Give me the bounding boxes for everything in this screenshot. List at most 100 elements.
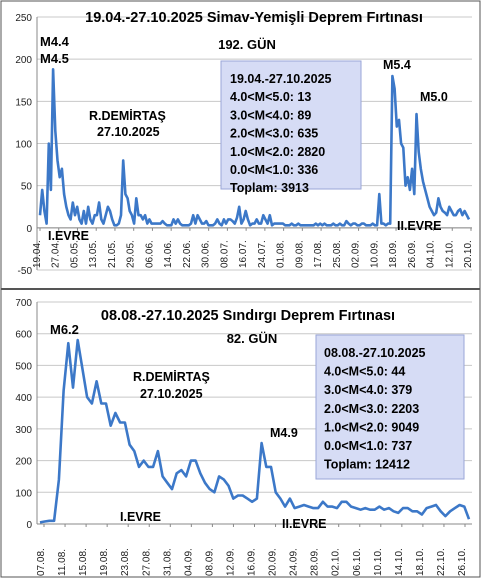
x-tick-label: 14.10. (394, 548, 405, 576)
x-tick-label: 24.09. (289, 548, 300, 576)
chart-title: 19.04.-27.10.2025 Simav-Yemişli Deprem F… (85, 10, 423, 26)
stats-line: 2.0<M<3.0: 2203 (324, 402, 419, 416)
x-tick-label: 27.04. (51, 240, 62, 268)
x-tick-label: 06.10. (352, 548, 363, 576)
y-tick-label: -50 (18, 266, 33, 277)
stats-line: 3.0<M<4.0: 379 (324, 383, 412, 397)
x-tick-label: 06.06. (144, 240, 155, 268)
annotation-label: II.EVRE (397, 219, 441, 233)
x-tick-label: 26.09. (407, 240, 418, 268)
x-tick-label: 04.09. (183, 548, 194, 576)
series-line (38, 68, 471, 227)
annotation-label: II.EVRE (282, 517, 326, 531)
y-tick-label: 200 (15, 457, 32, 468)
annotation-label: I.EVRE (120, 510, 161, 524)
chart-2: 0 100 200 300 400 500 600 700 07.08. 11.08. 15.08.… (15, 298, 472, 576)
stats-line: 3.0<M<4.0: 89 (230, 108, 311, 122)
chart-1: -50 0 50 100 150 200 250 19.04. 27.04. 05.05. 13.0… (15, 10, 474, 277)
day-label: 82. GÜN (227, 331, 278, 346)
x-tick-label: 25.08. (332, 240, 343, 268)
x-tick-label: 22.06. (182, 240, 193, 268)
x-tick-label: 18.10. (415, 548, 426, 576)
x-tick-label: 08.09. (204, 548, 215, 576)
y-tick-label: 200 (15, 55, 32, 66)
stats-line: 1.0<M<2.0: 9049 (324, 420, 419, 434)
y-tick-label: 0 (26, 224, 32, 235)
x-tick-label: 15.08. (78, 548, 89, 576)
x-tick-label: 30.06. (201, 240, 212, 268)
x-tick-label: 26.10. (457, 548, 468, 576)
annotation-label: M5.4 (383, 58, 411, 72)
x-tick-label: 22.10. (436, 548, 447, 576)
stats-line: 2.0<M<3.0: 635 (230, 127, 318, 141)
y-tick-label: 600 (15, 330, 32, 341)
y-tick-label: 50 (21, 182, 33, 193)
y-tick-label: 300 (15, 425, 32, 436)
stats-line: Toplam: 3913 (230, 181, 309, 195)
x-tick-label: 02.10. (331, 548, 342, 576)
stats-line: 4.0<M<5.0: 13 (230, 90, 311, 104)
x-tick-label: 09.08. (294, 240, 305, 268)
stats-line: 4.0<M<5.0: 44 (324, 365, 405, 379)
x-tick-label: 14.06. (163, 240, 174, 268)
y-tick-label: 100 (15, 140, 32, 151)
annotation-label: 27.10.2025 (97, 125, 160, 139)
x-tick-label: 28.09. (310, 548, 321, 576)
x-tick-label: 21.05. (107, 240, 118, 268)
series-line (39, 338, 471, 524)
x-tick-label: 16.07. (238, 240, 249, 268)
x-tick-label: 11.08. (57, 549, 68, 576)
x-tick-label: 02.09. (351, 240, 362, 268)
x-tick-label: 16.09. (247, 548, 258, 576)
y-tick-label: 0 (26, 520, 32, 531)
annotation-label: M4.9 (270, 426, 298, 440)
y-tick-label: 100 (15, 488, 32, 499)
x-tick-label: 05.05. (69, 240, 80, 268)
day-label: 192. GÜN (218, 37, 276, 52)
x-tick-label: 20.10. (463, 240, 474, 268)
x-tick-label: 13.05. (88, 240, 99, 268)
stats-line: Toplam: 12412 (324, 458, 410, 472)
x-tick-label: 31.08. (162, 548, 173, 576)
x-tick-label: 04.10. (426, 240, 437, 268)
x-tick-label: 07.08. (36, 548, 47, 576)
x-tick-label: 23.08. (120, 548, 131, 576)
x-tick-label: 17.08. (313, 240, 324, 268)
x-tick-label: 12.09. (225, 548, 236, 576)
x-tick-label: 10.09. (369, 240, 380, 268)
annotation-label: M4.4 (40, 34, 70, 49)
annotation-label: M4.5 (40, 51, 69, 66)
y-tick-label: 500 (15, 361, 32, 372)
annotation-label: M6.2 (50, 322, 79, 337)
annotation-label: M5.0 (420, 90, 448, 104)
x-tick-label: 18.09. (388, 240, 399, 268)
stats-title: 08.08.-27.10.2025 (324, 346, 426, 360)
annotation-label: R.DEMİRTAŞ (133, 369, 210, 384)
x-tick-label: 12.10. (444, 240, 455, 268)
x-tick-label: 20.09. (268, 548, 279, 576)
stats-line: 0.0<M<1.0: 336 (230, 163, 318, 177)
x-tick-label: 19.08. (99, 548, 110, 576)
chart-title: 08.08.-27.10.2025 Sındırgı Deprem Fırtın… (101, 308, 395, 324)
annotation-label: I.EVRE (48, 229, 89, 243)
x-tick-label: 27.08. (141, 548, 152, 576)
x-tick-label: 10.10. (373, 548, 384, 576)
annotation-label: R.DEMİRTAŞ (89, 108, 166, 123)
x-tick-label: 29.05. (126, 240, 137, 268)
y-tick-label: 400 (15, 393, 32, 404)
y-tick-label: 250 (15, 13, 32, 24)
x-tick-label: 08.07. (219, 240, 230, 268)
x-tick-label: 24.07. (257, 240, 268, 268)
stats-line: 0.0<M<1.0: 737 (324, 439, 412, 453)
y-tick-label: 150 (15, 97, 32, 108)
x-tick-label: 01.08. (276, 240, 287, 268)
stats-line: 1.0<M<2.0: 2820 (230, 145, 325, 159)
y-tick-label: 700 (15, 298, 32, 309)
x-tick-label: 19.04. (32, 240, 43, 268)
stats-box (315, 334, 465, 480)
stats-title: 19.04.-27.10.2025 (230, 72, 332, 86)
annotation-label: 27.10.2025 (140, 387, 203, 401)
stats-box (220, 60, 362, 190)
